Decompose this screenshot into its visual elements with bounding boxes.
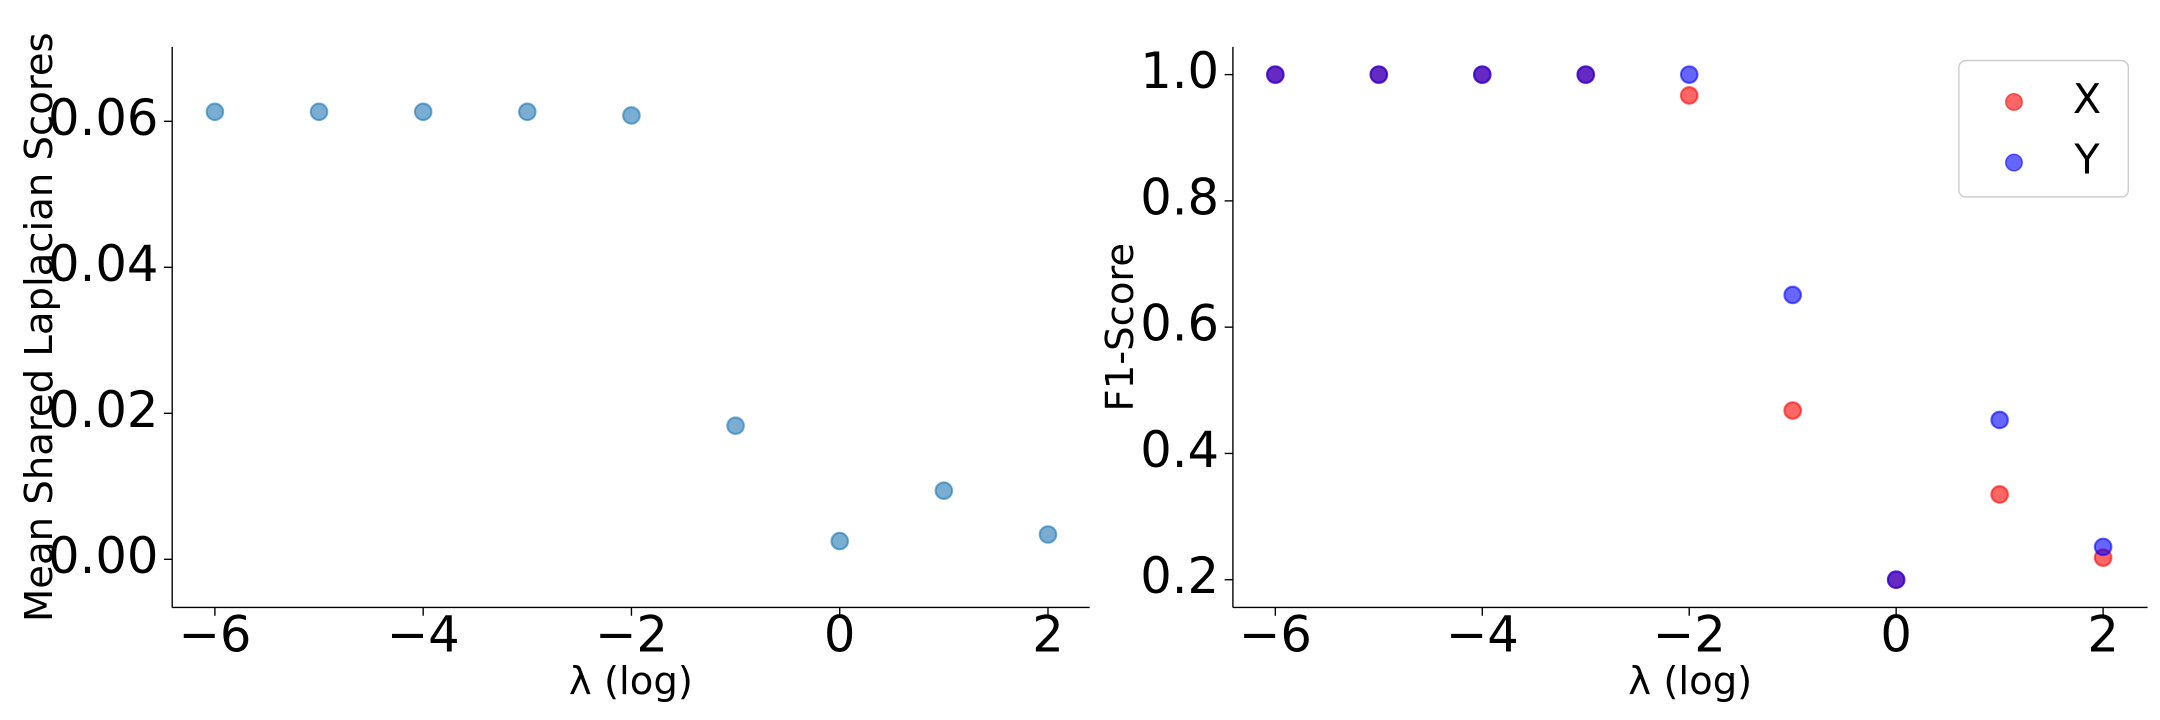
point xyxy=(1038,525,1058,544)
point xyxy=(1472,65,1492,84)
x-tick-label: −2 xyxy=(1653,605,1726,663)
y-tick-label: 1.0 xyxy=(1140,42,1219,100)
point xyxy=(205,102,225,122)
point xyxy=(830,531,850,551)
y-tick-label: 0.8 xyxy=(1140,168,1219,226)
chart: −6 −4 −2 0 2 0.2 0.4 0.6 0.8 1.0 λ (log) F1-Score XY xyxy=(1098,42,2148,704)
y-tick-label: 0.04 xyxy=(48,235,158,293)
point xyxy=(1783,401,1802,420)
point xyxy=(1576,65,1596,84)
point xyxy=(1886,570,1906,590)
point xyxy=(1369,65,1389,84)
x-tick-label: 2 xyxy=(1032,605,1064,663)
y-tick-label: 0.2 xyxy=(1140,547,1219,605)
y-tick-label: 0.4 xyxy=(1140,421,1219,479)
x-tick-label: −6 xyxy=(178,605,251,663)
x-tick-label: −4 xyxy=(1446,605,1519,663)
point xyxy=(1266,65,1285,84)
y-tick-label: 0.02 xyxy=(48,381,158,439)
point xyxy=(1990,410,2009,430)
y-axis-label: Mean Shared Laplacian Scores xyxy=(17,32,62,622)
point xyxy=(934,481,954,500)
legend-label: X xyxy=(2073,75,2101,123)
point xyxy=(1783,285,1802,305)
point xyxy=(413,102,433,122)
x-tick-label: 0 xyxy=(1880,605,1912,663)
y-axis-label: F1-Score xyxy=(1098,243,1143,412)
x-axis-label: λ (log) xyxy=(569,659,693,704)
point xyxy=(518,102,537,122)
legend-marker xyxy=(2005,153,2023,172)
x-tick-label: −2 xyxy=(595,605,668,663)
x-tick-label: 2 xyxy=(2087,605,2119,663)
point xyxy=(309,102,329,122)
point xyxy=(1679,65,1699,84)
point xyxy=(726,416,745,436)
chart: −6 −4 −2 0 2 0.00 0.02 0.04 0.06 λ (log) Mean Shar… xyxy=(17,32,1090,704)
legend-box xyxy=(1958,59,2129,198)
point xyxy=(1679,86,1699,105)
x-tick-label: −4 xyxy=(387,605,460,663)
point xyxy=(2093,537,2113,557)
point xyxy=(622,106,641,125)
y-tick-label: 0.6 xyxy=(1140,295,1219,353)
legend-marker xyxy=(2005,92,2023,111)
x-tick-label: 0 xyxy=(824,605,856,663)
y-tick-label: 0.00 xyxy=(48,527,158,585)
legend-label: Y xyxy=(2073,136,2100,184)
x-tick-label: −6 xyxy=(1239,605,1312,663)
y-tick-label: 0.06 xyxy=(48,89,158,147)
x-axis-label: λ (log) xyxy=(1628,659,1752,704)
point xyxy=(1990,485,2009,504)
